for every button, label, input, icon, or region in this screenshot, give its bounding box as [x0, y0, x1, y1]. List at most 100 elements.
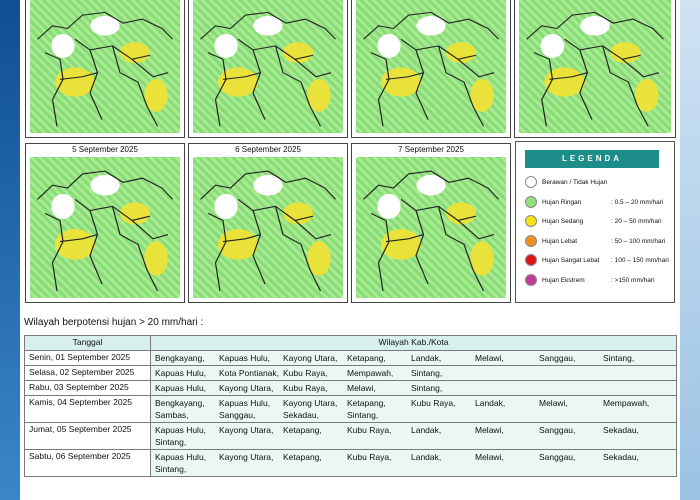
region-name: Sanggau, — [219, 410, 256, 420]
rain-map-day-3 — [351, 0, 511, 138]
region-name: Kubu Raya, — [283, 368, 328, 378]
region-name: Sanggau, — [539, 425, 576, 435]
background-right-strip — [678, 0, 700, 500]
region-name: Kapuas Hulu, — [219, 353, 271, 363]
region-name: Sanggau, — [539, 353, 576, 363]
region-border-line — [385, 234, 424, 243]
legend-label: Hujan Ringan — [542, 199, 582, 206]
region-name: Melawi, — [347, 383, 376, 393]
region-name: Kayong Utara, — [283, 353, 338, 363]
region-border-line — [37, 170, 173, 200]
region-name: Mempawah, — [347, 368, 394, 378]
legend-range: : 100 – 150 mm/hari — [611, 257, 669, 264]
legend-label: Hujan Sedang — [542, 218, 584, 225]
region-name: Landak, — [475, 398, 506, 408]
region-border-line — [415, 49, 429, 120]
rain-map-day-7: 7 September 2025 — [351, 143, 511, 303]
region-name: Bengkayang, — [155, 398, 205, 408]
legend-item: Hujan Sedang : 20 – 50 mm/hari — [525, 215, 675, 229]
legend-range: : 0.5 – 20 mm/hari — [611, 199, 664, 206]
region-border-line — [74, 198, 151, 222]
region-border-line — [222, 234, 261, 243]
region-border-line — [237, 198, 314, 222]
region-border-line — [437, 206, 485, 292]
region-name: Ketapang, — [347, 398, 386, 408]
row-regions: Bengkayang, Kapuas Hulu, Kayong Utara, Keta… — [150, 395, 677, 423]
rain-map-day-5: 5 September 2025 — [25, 143, 185, 303]
region-border-line — [37, 11, 173, 40]
legend-swatch — [525, 235, 537, 247]
region-border-line — [131, 58, 169, 78]
table-row: Selasa, 02 September 2025 Kapuas Hulu, Kot… — [24, 365, 677, 381]
map-legend: LEGENDA Berawan / Tidak Hujan Hujan Ring… — [515, 141, 675, 303]
row-date: Kamis, 04 September 2025 — [24, 395, 151, 423]
table-header-region: Wilayah Kab./Kota — [150, 335, 677, 351]
region-border-line — [59, 72, 98, 80]
region-border-line — [621, 58, 660, 78]
region-border-line — [89, 210, 103, 285]
rain-map-image — [30, 0, 180, 133]
region-border-line — [59, 234, 98, 243]
region-list: Bengkayang, Kapuas Hulu, Kayong Utara, Keta… — [155, 352, 672, 364]
table-row: Sabtu, 06 September 2025 Kapuas Hulu, Kayo… — [24, 449, 677, 477]
section-title: Wilayah berpotensi hujan > 20 mm/hari : — [24, 317, 204, 328]
rain-map-day-6: 6 September 2025 — [188, 143, 348, 303]
rain-map-day-2 — [188, 0, 348, 138]
row-date: Senin, 01 September 2025 — [24, 350, 151, 366]
region-name: Kayong Utara, — [219, 383, 274, 393]
region-border-line — [237, 38, 314, 60]
region-border-line — [363, 170, 499, 200]
region-name: Sintang, — [155, 464, 187, 474]
region-list: Bengkayang, Kapuas Hulu, Kayong Utara, Keta… — [155, 397, 672, 421]
region-border-line — [74, 38, 151, 60]
region-name: Sekadau, — [603, 425, 639, 435]
region-border-line — [363, 11, 499, 40]
rain-region-table: Tanggal Wilayah Kab./Kota Senin, 01 Sept… — [24, 335, 677, 477]
region-border-line — [457, 220, 495, 240]
region-name: Ketapang, — [283, 425, 322, 435]
legend-label: Hujan Sangat Lebat — [542, 257, 600, 264]
region-name: Kubu Raya, — [347, 452, 392, 462]
legend-range: : 20 – 50 mm/hari — [611, 218, 662, 225]
legend-item: Hujan Ekstrem : >150 mm/hari — [525, 274, 675, 288]
region-name: Sekadau, — [603, 452, 639, 462]
legend-item: Hujan Sangat Lebat : 100 – 150 mm/hari — [525, 254, 675, 268]
row-date: Jumat, 05 September 2025 — [24, 422, 151, 450]
region-name: Melawi, — [475, 425, 504, 435]
region-border-line — [200, 170, 336, 200]
legend-swatch — [525, 274, 537, 286]
region-border-line — [222, 72, 261, 80]
region-list: Kapuas Hulu, Kota Pontianak, Kubu Raya, Mem… — [155, 367, 672, 379]
region-border-line — [252, 210, 266, 285]
region-border-line — [252, 49, 266, 120]
region-name: Landak, — [411, 425, 442, 435]
region-name: Kapuas Hulu, — [155, 368, 207, 378]
region-list: Kapuas Hulu, Kayong Utara, Ketapang, Kubu R… — [155, 424, 672, 448]
region-border-line — [89, 49, 103, 120]
rain-map-image — [193, 157, 343, 298]
region-name: Kubu Raya, — [347, 425, 392, 435]
region-list: Kapuas Hulu, Kayong Utara, Kubu Raya, Melaw… — [155, 382, 672, 394]
region-border-line — [294, 220, 332, 240]
region-name: Kubu Raya, — [283, 383, 328, 393]
legend-title: LEGENDA — [525, 150, 659, 168]
region-border-line — [526, 11, 664, 40]
region-name: Kapuas Hulu, — [155, 383, 207, 393]
row-regions: Kapuas Hulu, Kayong Utara, Ketapang, Kubu R… — [150, 449, 677, 477]
map-date-label: 6 September 2025 — [235, 145, 301, 154]
rain-map-image — [519, 0, 671, 133]
legend-swatch — [525, 196, 537, 208]
region-name: Kapuas Hulu, — [155, 425, 207, 435]
region-border-line — [415, 210, 429, 285]
region-border-line — [111, 45, 159, 127]
region-border-line — [564, 38, 641, 60]
region-name: Landak, — [411, 452, 442, 462]
region-name: Kapuas Hulu, — [155, 452, 207, 462]
region-name: Melawi, — [539, 398, 568, 408]
region-border-line — [44, 52, 64, 127]
legend-swatch — [525, 254, 537, 266]
legend-item: Berawan / Tidak Hujan — [525, 176, 675, 190]
region-border-line — [400, 38, 477, 60]
region-border-line — [400, 198, 477, 222]
table-row: Rabu, 03 September 2025 Kapuas Hulu, Kayon… — [24, 380, 677, 396]
